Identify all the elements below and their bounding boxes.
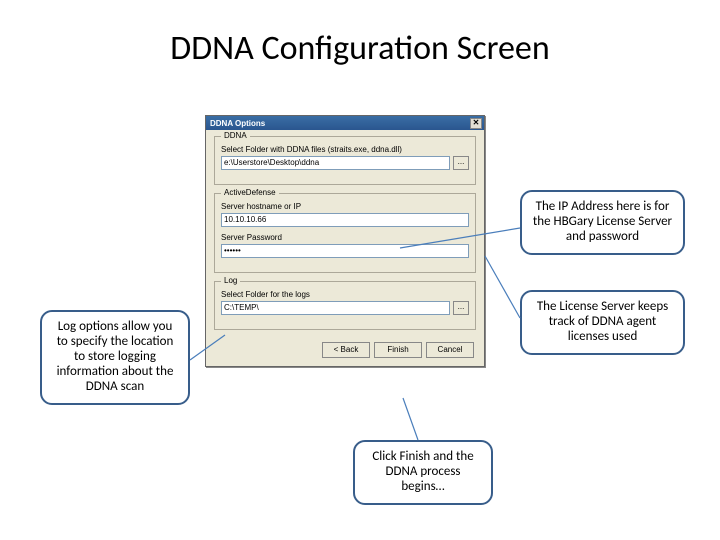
dialog-body: DDNA Select Folder with DDNA files (stra… [206, 130, 484, 366]
server-password-label: Server Password [221, 233, 469, 242]
group-log: Log Select Folder for the logs C:\TEMP\ … [214, 281, 476, 330]
slide-title: DDNA Configuration Screen [0, 28, 720, 69]
callout-finish: Click Finish and the DDNA process begins… [353, 440, 493, 505]
dialog-button-row: < Back Finish Cancel [214, 338, 476, 358]
ddna-folder-label: Select Folder with DDNA files (straits.e… [221, 145, 469, 154]
server-hostname-label: Server hostname or IP [221, 202, 469, 211]
group-activedefense: ActiveDefense Server hostname or IP 10.1… [214, 193, 476, 273]
finish-button[interactable]: Finish [374, 342, 422, 358]
dialog-titlebar[interactable]: DDNA Options ✕ [206, 116, 484, 130]
ddna-folder-browse-button[interactable]: ... [453, 156, 469, 170]
leader-finish [403, 398, 418, 440]
server-password-input[interactable]: •••••• [221, 244, 469, 258]
ddna-folder-input[interactable]: e:\Userstore\Desktop\ddna [221, 156, 450, 170]
callout-log-options: Log options allow you to specify the loc… [40, 310, 190, 405]
log-folder-input[interactable]: C:\TEMP\ [221, 301, 450, 315]
ddna-options-dialog: DDNA Options ✕ DDNA Select Folder with D… [205, 115, 485, 367]
cancel-button[interactable]: Cancel [426, 342, 474, 358]
group-ddna: DDNA Select Folder with DDNA files (stra… [214, 136, 476, 185]
dialog-title: DDNA Options [210, 119, 265, 128]
close-button[interactable]: ✕ [470, 118, 482, 129]
group-activedefense-title: ActiveDefense [221, 188, 279, 197]
group-ddna-title: DDNA [221, 131, 250, 140]
callout-ip-address: The IP Address here is for the HBGary Li… [520, 190, 685, 255]
log-folder-browse-button[interactable]: ... [453, 301, 469, 315]
server-hostname-input[interactable]: 10.10.10.66 [221, 213, 469, 227]
leader-license [485, 256, 520, 318]
log-folder-label: Select Folder for the logs [221, 290, 469, 299]
back-button[interactable]: < Back [322, 342, 370, 358]
group-log-title: Log [221, 276, 240, 285]
callout-license-server: The License Server keeps track of DDNA a… [520, 290, 685, 355]
